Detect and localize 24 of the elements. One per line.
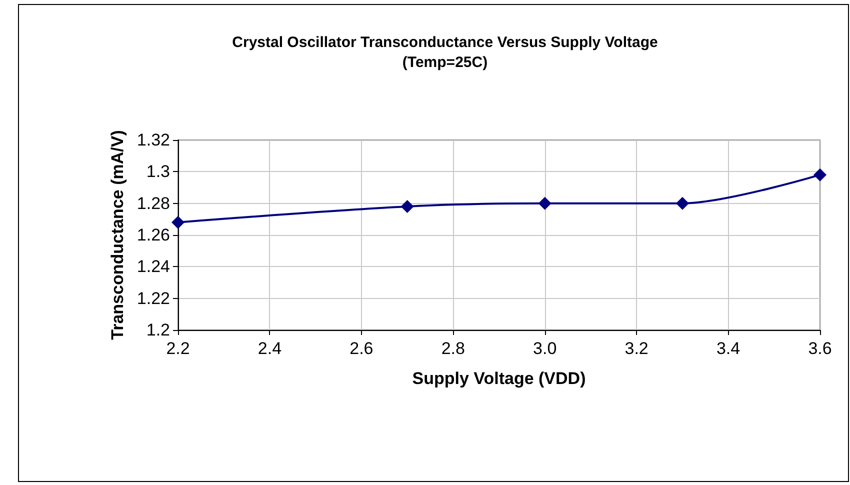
x-tick-label: 3.2 [624, 339, 648, 358]
point [172, 216, 184, 229]
y-tick-label: 1.22 [136, 288, 170, 308]
y-tick-label: 1.24 [136, 257, 170, 276]
x-axis-title: Supply Voltage (VDD) [412, 369, 586, 388]
x-tick-label: 3.0 [533, 339, 557, 358]
y-axis-title: Transconductance (mA/V) [108, 130, 127, 340]
y-tick-label: 1.26 [136, 226, 170, 244]
y-tick-label: 1.32 [136, 130, 170, 150]
chart-title: Crystal Oscillator Transconductance Versus Supply Voltage [232, 34, 658, 51]
point [400, 200, 414, 213]
y-tick-label: 1.28 [136, 194, 170, 213]
x-tick-label: 2.2 [166, 339, 190, 358]
point [676, 196, 689, 210]
x-tick-label: 2.6 [350, 339, 374, 358]
chart-subtitle: (Temp=25C) [402, 54, 488, 71]
point [814, 168, 826, 182]
y-tick-label: 1.3 [146, 162, 170, 182]
point [538, 196, 552, 210]
y-tick-label: 1.2 [146, 320, 170, 340]
x-tick-label: 3.6 [808, 339, 832, 358]
x-tick-label: 3.4 [716, 339, 740, 358]
x-tick-label: 2.8 [441, 339, 465, 358]
x-tick-label: 2.4 [258, 339, 282, 358]
